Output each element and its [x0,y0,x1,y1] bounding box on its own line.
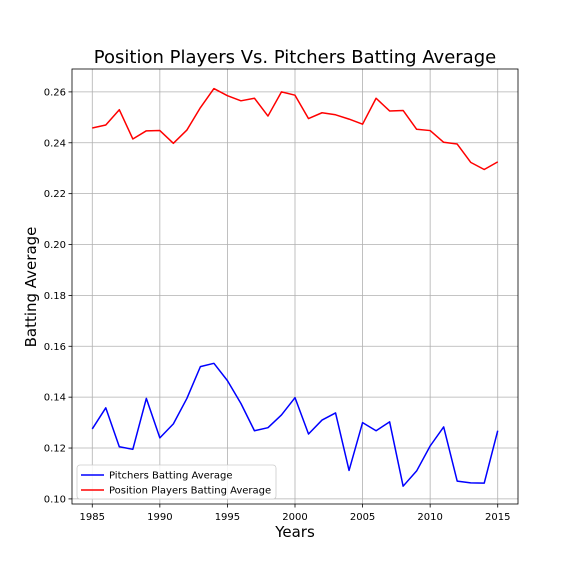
series-line-position-players [92,87,499,171]
y-tick-label: 0.16 [44,342,66,353]
x-tick-label: 1995 [215,512,240,523]
series-line-pitchers [91,362,499,487]
x-tick-label: 2000 [282,512,307,523]
legend-label-position-players: Position Players Batting Average [109,486,271,497]
x-axis-label: Years [274,523,315,541]
x-tick-label: 1990 [147,512,172,523]
x-tick-label: 2015 [485,512,510,523]
y-tick-label: 0.14 [44,393,66,404]
legend: Pitchers Batting Average Position Player… [76,464,277,500]
legend-box [76,464,277,500]
y-axis-label: Batting Average [22,227,40,348]
y-axis: 0.10 0.12 0.14 0.16 0.18 0.20 0.22 0.24 0.26 [44,87,72,505]
y-tick-label: 0.22 [44,189,66,200]
x-tick-label: 2010 [417,512,442,523]
series-layer [91,87,499,487]
y-tick-label: 0.24 [44,138,66,149]
y-tick-label: 0.12 [44,444,66,455]
y-tick-label: 0.10 [44,494,66,505]
x-tick-label: 1985 [80,512,105,523]
x-tick-label: 2005 [350,512,375,523]
y-tick-label: 0.18 [44,291,66,302]
legend-label-pitchers: Pitchers Batting Average [109,471,233,482]
y-tick-label: 0.20 [44,240,66,251]
x-axis: 1985 1990 1995 2000 2005 2010 2015 [80,504,510,523]
y-tick-label: 0.26 [44,87,66,98]
chart-title: Position Players Vs. Pitchers Batting Av… [94,47,496,68]
